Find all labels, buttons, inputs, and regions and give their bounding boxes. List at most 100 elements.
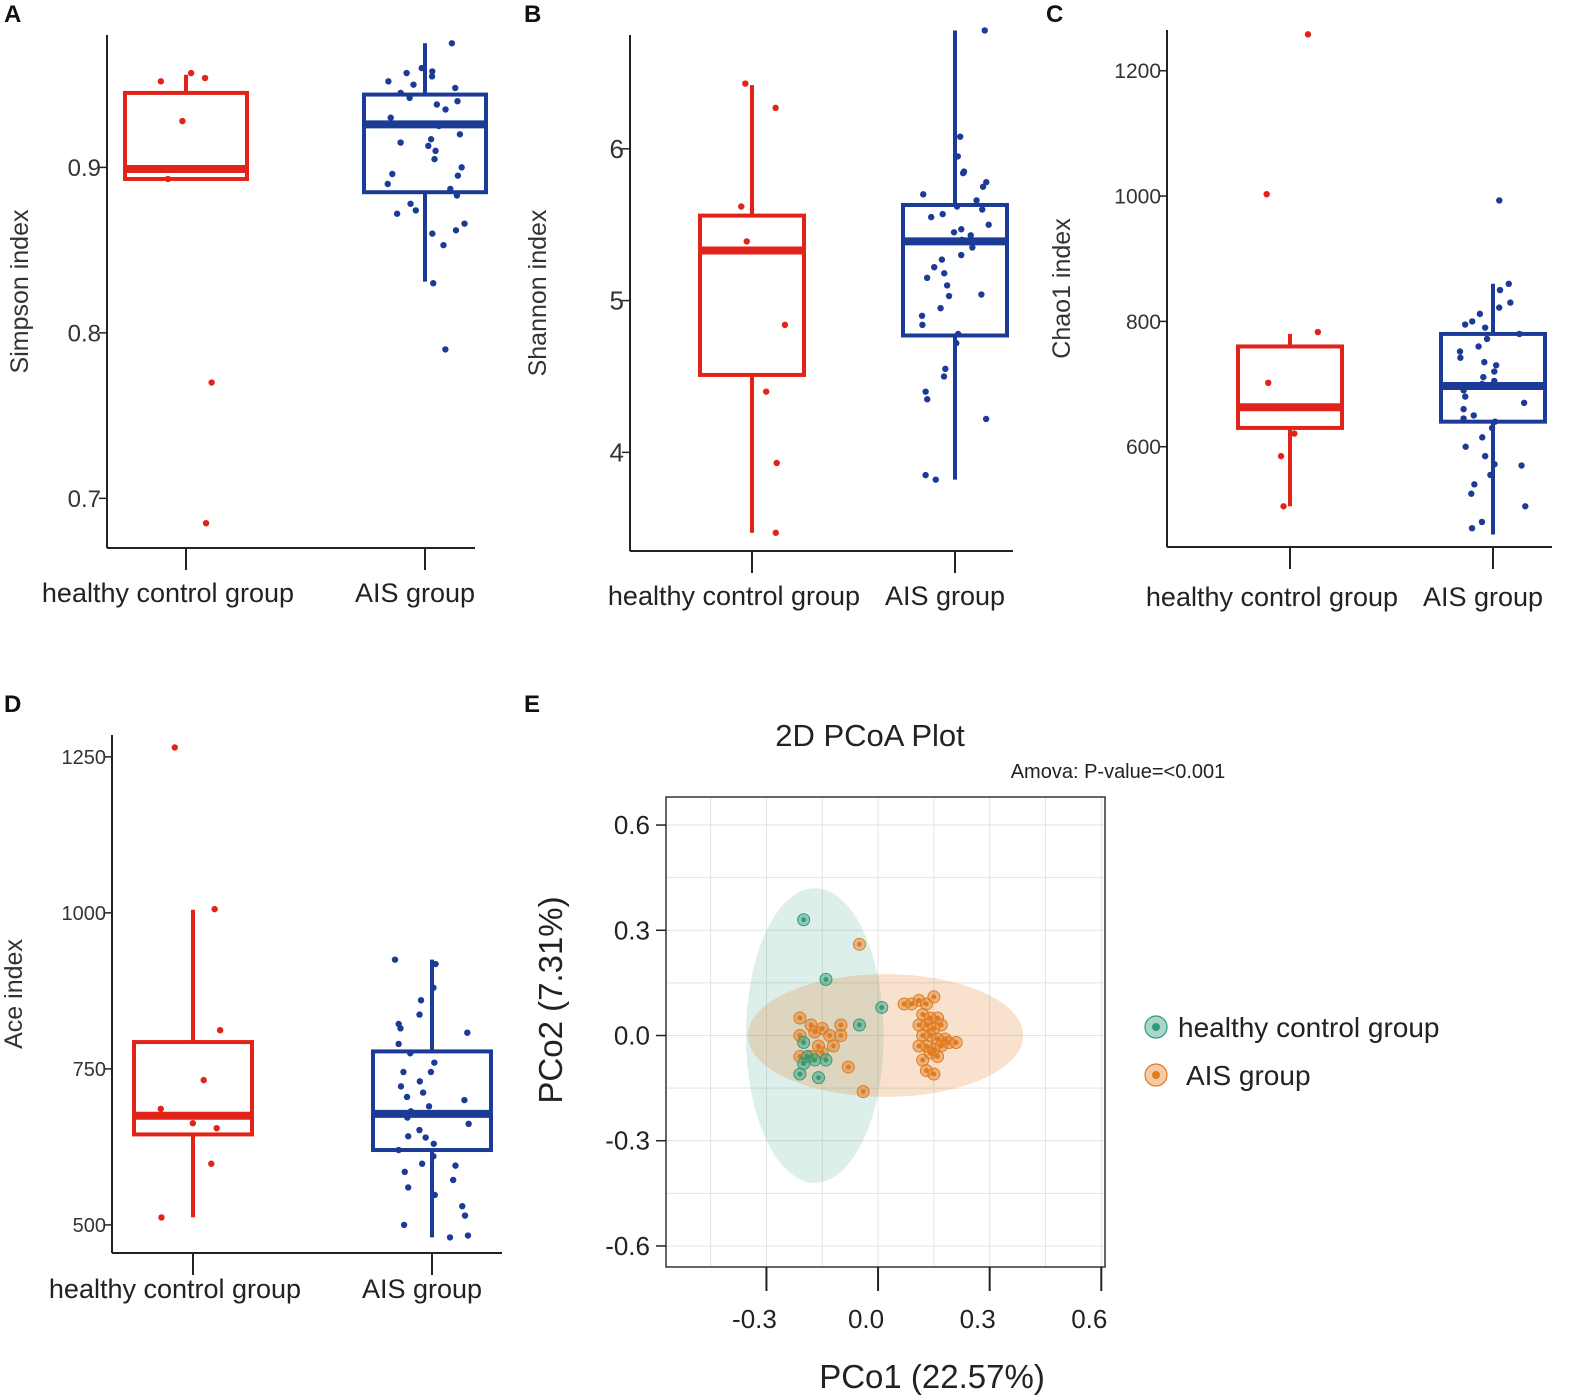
ais-sample-point-core — [924, 1068, 929, 1073]
control-sample-point-core — [857, 1022, 862, 1028]
simpson-data-point — [456, 131, 464, 138]
chao1-y-tick-label: 1200 — [1114, 60, 1161, 83]
ace-data-point — [200, 1076, 207, 1084]
shannon-data-point — [928, 213, 935, 221]
chao1-data-point — [1277, 452, 1285, 460]
simpson-data-point — [418, 64, 425, 72]
shannon-data-point — [762, 388, 770, 395]
shannon-data-point — [940, 373, 948, 380]
chao1-data-point — [1291, 430, 1298, 437]
shannon-data-point — [743, 238, 750, 245]
chao1-data-point — [1480, 373, 1487, 381]
ace-data-point — [422, 1134, 429, 1141]
simpson-data-point — [433, 101, 441, 108]
chao1-data-point — [1263, 190, 1270, 198]
shannon-data-point — [982, 415, 990, 423]
chao1-data-point — [1481, 358, 1488, 366]
ais-sample-point-core — [916, 998, 922, 1003]
ace-data-point — [464, 1232, 472, 1239]
ais-sample-point-core — [953, 1040, 959, 1045]
ace-data-point — [446, 1234, 454, 1241]
chao1-x-tick-label: AIS group — [1423, 582, 1543, 612]
simpson-data-point — [447, 185, 454, 193]
shannon-data-point — [981, 27, 988, 34]
chao1-data-point — [1276, 404, 1283, 412]
chao1-index-chart: 600 800 1000 1200 Chao1 index healthy control… — [1048, 30, 1552, 612]
ace-data-point — [430, 1153, 437, 1160]
simpson-data-point — [429, 280, 437, 287]
ais-sample-point-core — [931, 994, 937, 1000]
shannon-data-point — [954, 153, 962, 160]
chao1-data-point — [1518, 462, 1525, 469]
control-sample-point-core — [879, 1005, 885, 1010]
shannon-data-point — [941, 270, 948, 277]
simpson-data-point — [410, 81, 417, 88]
chao1-data-point — [1280, 503, 1287, 510]
ace-data-point — [452, 1162, 459, 1169]
chao1-data-point — [1481, 452, 1489, 460]
panel-label-d: D — [4, 691, 21, 718]
ace-data-point — [189, 1119, 197, 1127]
chao1-data-point — [1461, 321, 1469, 328]
chao1-data-point — [1491, 377, 1498, 385]
amova-annotation: Amova: P-value=<0.001 — [1011, 761, 1226, 783]
chao1-data-point — [1505, 280, 1512, 287]
ace-data-point — [431, 1059, 438, 1066]
shannon-data-point — [958, 236, 966, 244]
ace-x-tick-label: AIS group — [362, 1274, 482, 1304]
shannon-data-point — [938, 256, 946, 263]
pcoa-chart: 2D PCoA Plot Amova: P-value=<0.001 -0.6 -0.… — [532, 718, 1440, 1395]
chao1-data-point — [1314, 328, 1322, 336]
ace-data-point — [395, 1146, 402, 1154]
ace-data-point — [432, 960, 439, 968]
shannon-data-point — [979, 183, 987, 190]
chao1-data-point — [1476, 310, 1484, 318]
chao1-data-point — [1483, 335, 1491, 343]
ace-data-point — [391, 956, 399, 963]
ais-sample-point-core — [797, 1015, 803, 1021]
shannon-data-point — [772, 104, 779, 112]
ais-sample-point-core — [857, 941, 862, 947]
simpson-data-point — [187, 69, 195, 77]
simpson-data-point — [201, 74, 209, 82]
pcoa-x-tick-label: -0.3 — [732, 1304, 777, 1334]
ais-confidence-ellipse — [747, 974, 1024, 1097]
simpson-data-point — [431, 155, 438, 163]
simpson-data-point — [406, 94, 413, 102]
simpson-data-point — [429, 68, 436, 75]
shannon-x-tick-label: healthy control group — [608, 581, 860, 611]
chao1-data-point — [1475, 343, 1482, 350]
chao1-data-point — [1456, 348, 1464, 355]
ace-data-point — [416, 1078, 424, 1085]
ais-sample-point-core — [927, 1050, 933, 1056]
chao1-data-point — [1478, 380, 1486, 388]
control-sample-point-core — [804, 1054, 810, 1059]
shannon-y-axis-label: Shannon index — [524, 209, 552, 376]
ais-sample-point-core — [909, 1001, 914, 1007]
shannon-data-point — [956, 133, 964, 140]
ace-data-point — [211, 905, 218, 913]
chao1-data-point — [1468, 525, 1476, 532]
chao1-data-point — [1520, 399, 1528, 407]
chao1-data-point — [1522, 503, 1529, 510]
ace-data-point — [404, 1114, 411, 1121]
simpson-data-point — [208, 379, 215, 386]
pcoa-y-tick-label: -0.6 — [605, 1231, 650, 1261]
chao1-data-point — [1462, 393, 1469, 400]
control-confidence-ellipse — [745, 888, 884, 1183]
ace-data-point — [401, 1168, 408, 1176]
shannon-data-point — [937, 304, 944, 312]
simpson-data-point — [432, 147, 439, 155]
ais-sample-point-core — [827, 1033, 833, 1038]
panel-label-c: C — [1046, 1, 1063, 28]
chao1-x-tick-label: healthy control group — [1146, 582, 1398, 612]
ace-y-axis-label: Ace index — [0, 939, 28, 1049]
ais-sample-point-core — [831, 1043, 836, 1049]
simpson-data-point — [452, 84, 459, 92]
control-sample-point-core — [812, 1057, 818, 1063]
ais-sample-point-core — [938, 1022, 944, 1028]
control-sample-point-core — [801, 917, 807, 923]
shannon-y-tick-label: 6 — [610, 134, 624, 164]
chao1-data-point — [1460, 405, 1467, 413]
shannon-data-point — [953, 203, 961, 210]
